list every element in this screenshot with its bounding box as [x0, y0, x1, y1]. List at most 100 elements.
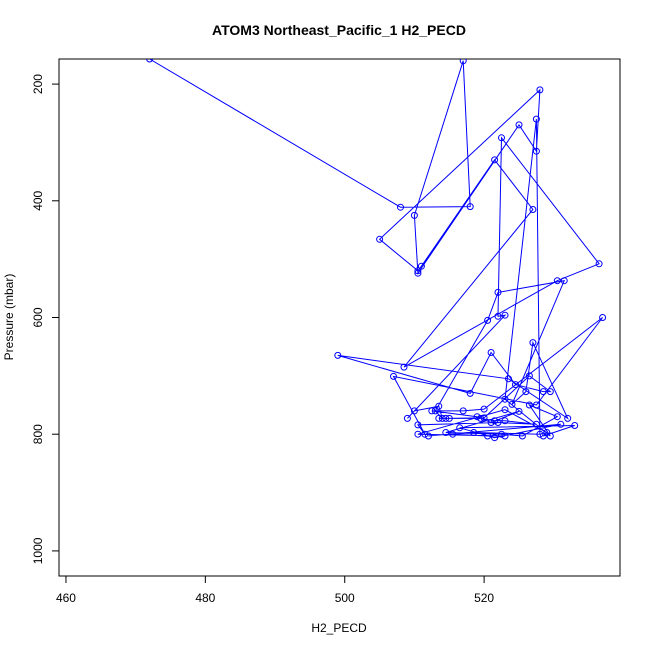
- data-point: [532, 147, 540, 155]
- data-point: [529, 339, 537, 347]
- data-point: [501, 406, 509, 414]
- series-line: [149, 59, 603, 439]
- data-point: [400, 363, 408, 371]
- x-tick-label: 460: [56, 591, 76, 605]
- data-point: [414, 267, 422, 275]
- x-axis: 460 480 500 520: [56, 575, 494, 605]
- data-point: [560, 277, 568, 285]
- chart-title: ATOM3 Northeast_Pacific_1 H2_PECD: [212, 22, 466, 38]
- data-point: [498, 134, 505, 142]
- data-point: [525, 372, 533, 380]
- plot-frame: [58, 58, 621, 577]
- data-point: [564, 414, 572, 422]
- data-point: [414, 421, 422, 429]
- y-tick-label: 400: [31, 190, 45, 210]
- data-point: [512, 381, 519, 389]
- data-point: [539, 388, 547, 396]
- data-point: [435, 414, 443, 422]
- y-tick-label: 1000: [31, 537, 45, 564]
- data-point: [484, 316, 492, 324]
- data-point: [442, 429, 450, 436]
- data-point: [498, 430, 505, 438]
- y-tick-label: 200: [31, 74, 45, 94]
- data-point: [508, 400, 516, 408]
- data-point: [414, 269, 422, 277]
- data-point: [501, 417, 509, 425]
- data-point: [466, 389, 474, 397]
- data-point: [459, 59, 467, 65]
- data-point: [438, 414, 446, 422]
- data-point: [424, 432, 432, 440]
- data-point: [428, 407, 436, 415]
- data-point: [431, 407, 439, 415]
- data-point: [334, 351, 342, 359]
- data-point: [487, 349, 495, 356]
- data-point: [491, 156, 499, 164]
- y-axis: 200 400 600 800 1000: [31, 74, 60, 564]
- data-point: [445, 414, 453, 422]
- data-point: [456, 424, 464, 432]
- data-point: [491, 417, 499, 425]
- data-point: [410, 211, 418, 219]
- data-point: [470, 429, 478, 436]
- data-point: [599, 314, 607, 321]
- data-point: [410, 407, 418, 415]
- data-point: [390, 372, 397, 380]
- x-tick-label: 520: [474, 591, 494, 605]
- data-point: [553, 277, 561, 285]
- y-tick-label: 800: [31, 424, 45, 444]
- data-point: [522, 388, 530, 396]
- data-point: [536, 430, 544, 438]
- data-point: [501, 432, 509, 440]
- data-point: [376, 235, 384, 243]
- data-point: [435, 402, 443, 410]
- data-point: [539, 432, 547, 440]
- data-point: [529, 206, 537, 213]
- data-point: [421, 430, 429, 438]
- data-point: [494, 419, 502, 426]
- data-point: [417, 262, 425, 270]
- data-point: [532, 115, 540, 123]
- data-point: [546, 432, 554, 440]
- data-point: [553, 413, 561, 421]
- data-point: [477, 414, 485, 422]
- data-point: [494, 288, 502, 296]
- data-point: [501, 311, 509, 319]
- series-layer: [146, 59, 607, 442]
- plot-area: [146, 59, 607, 442]
- data-point: [536, 86, 544, 94]
- x-axis-label: H2_PECD: [311, 621, 367, 635]
- data-point: [494, 312, 502, 320]
- data-point: [532, 420, 540, 428]
- data-point: [484, 432, 492, 440]
- data-point: [491, 434, 499, 442]
- data-point: [480, 414, 488, 422]
- data-point: [480, 405, 488, 413]
- data-point: [505, 375, 512, 383]
- data-point: [595, 260, 603, 268]
- data-point: [397, 203, 404, 211]
- data-point: [525, 401, 533, 409]
- data-point: [466, 203, 474, 211]
- data-point: [532, 401, 540, 409]
- data-point: [403, 414, 411, 422]
- data-point: [518, 432, 526, 440]
- y-axis-label: Pressure (mbar): [2, 274, 16, 361]
- data-point: [571, 422, 579, 429]
- data-point: [414, 430, 422, 438]
- data-point: [473, 413, 481, 421]
- data-point: [459, 407, 467, 415]
- data-point: [449, 430, 457, 438]
- x-tick-label: 500: [335, 591, 355, 605]
- data-point: [543, 429, 551, 436]
- data-point: [501, 395, 509, 403]
- y-tick-label: 600: [31, 307, 45, 327]
- data-point: [515, 407, 523, 415]
- data-point: [546, 388, 554, 396]
- x-tick-label: 480: [195, 591, 215, 605]
- data-point: [442, 414, 450, 422]
- data-point: [487, 419, 495, 426]
- data-point: [146, 59, 154, 63]
- data-point: [515, 121, 523, 129]
